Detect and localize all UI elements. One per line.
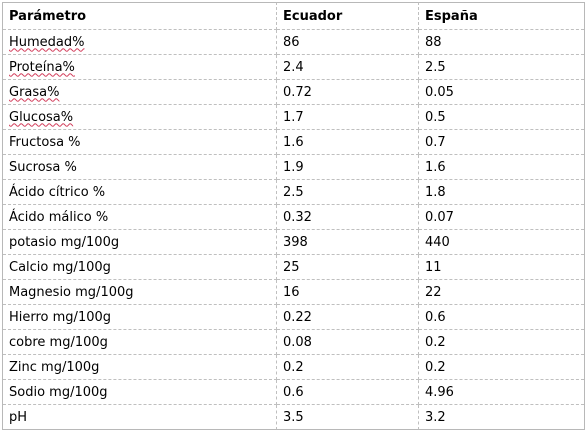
table-row: Calcio mg/100g 25 11 [3, 255, 584, 280]
cell-ecuador: 25 [277, 255, 419, 280]
parametro-label: Fructosa % [9, 134, 81, 150]
cell-ecuador: 398 [277, 230, 419, 255]
cell-espana: 4.96 [419, 380, 584, 405]
cell-espana: 0.2 [419, 355, 584, 380]
cell-espana: 0.07 [419, 205, 584, 230]
parameters-table: Parámetro Ecuador España Humedad% 86 88 Pro… [2, 2, 585, 430]
cell-espana: 440 [419, 230, 584, 255]
cell-ecuador: 0.08 [277, 330, 419, 355]
table-row: Humedad% 86 88 [3, 30, 584, 55]
cell-ecuador: 0.2 [277, 355, 419, 380]
parametro-label: Grasa% [9, 84, 60, 100]
cell-espana: 0.7 [419, 130, 584, 155]
cell-espana: 11 [419, 255, 584, 280]
table-row: Sodio mg/100g 0.6 4.96 [3, 380, 584, 405]
cell-parametro: Ácido cítrico % [3, 180, 277, 205]
header-ecuador: Ecuador [277, 2, 419, 30]
parametro-label: Humedad% [9, 34, 85, 50]
table-row: cobre mg/100g 0.08 0.2 [3, 330, 584, 355]
parametro-label: Sucrosa % [9, 159, 77, 175]
parametro-label: Sodio mg/100g [9, 384, 108, 400]
cell-parametro: cobre mg/100g [3, 330, 277, 355]
cell-parametro: Sucrosa % [3, 155, 277, 180]
parametro-label: Hierro mg/100g [9, 309, 112, 325]
parametro-label: Glucosa% [9, 109, 74, 125]
table-row: Proteína% 2.4 2.5 [3, 55, 584, 80]
cell-parametro: Magnesio mg/100g [3, 280, 277, 305]
header-parametro: Parámetro [3, 2, 277, 30]
cell-parametro: Sodio mg/100g [3, 380, 277, 405]
cell-parametro: Fructosa % [3, 130, 277, 155]
cell-ecuador: 0.72 [277, 80, 419, 105]
cell-ecuador: 0.32 [277, 205, 419, 230]
table-row: Magnesio mg/100g 16 22 [3, 280, 584, 305]
cell-espana: 0.2 [419, 330, 584, 355]
table-row: potasio mg/100g 398 440 [3, 230, 584, 255]
table-header-row: Parámetro Ecuador España [3, 2, 584, 30]
cell-parametro: pH [3, 405, 277, 430]
cell-espana: 2.5 [419, 55, 584, 80]
cell-espana: 3.2 [419, 405, 584, 430]
table-row: Sucrosa % 1.9 1.6 [3, 155, 584, 180]
table-row: Hierro mg/100g 0.22 0.6 [3, 305, 584, 330]
cell-ecuador: 2.4 [277, 55, 419, 80]
table-row: Grasa% 0.72 0.05 [3, 80, 584, 105]
cell-ecuador: 16 [277, 280, 419, 305]
cell-espana: 88 [419, 30, 584, 55]
table-row: pH 3.5 3.2 [3, 405, 584, 430]
parametro-label: pH [9, 409, 28, 425]
cell-parametro: Proteína% [3, 55, 277, 80]
cell-parametro: Hierro mg/100g [3, 305, 277, 330]
cell-espana: 0.5 [419, 105, 584, 130]
table-body: Humedad% 86 88 Proteína% 2.4 2.5 Grasa% 0.72 0.0… [3, 30, 584, 430]
cell-parametro: Humedad% [3, 30, 277, 55]
parametro-label: Ácido málico % [9, 209, 109, 225]
cell-parametro: Ácido málico % [3, 205, 277, 230]
cell-ecuador: 0.6 [277, 380, 419, 405]
parametro-label: Zinc mg/100g [9, 359, 100, 375]
cell-ecuador: 1.6 [277, 130, 419, 155]
cell-parametro: Grasa% [3, 80, 277, 105]
cell-espana: 0.6 [419, 305, 584, 330]
cell-ecuador: 86 [277, 30, 419, 55]
parametro-label: cobre mg/100g [9, 334, 108, 350]
cell-parametro: Zinc mg/100g [3, 355, 277, 380]
table-row: Glucosa% 1.7 0.5 [3, 105, 584, 130]
cell-parametro: Calcio mg/100g [3, 255, 277, 280]
parametro-label: potasio mg/100g [9, 234, 120, 250]
table-row: Zinc mg/100g 0.2 0.2 [3, 355, 584, 380]
cell-espana: 1.6 [419, 155, 584, 180]
cell-espana: 0.05 [419, 80, 584, 105]
cell-ecuador: 1.9 [277, 155, 419, 180]
cell-espana: 22 [419, 280, 584, 305]
table-row: Ácido cítrico % 2.5 1.8 [3, 180, 584, 205]
cell-ecuador: 2.5 [277, 180, 419, 205]
cell-ecuador: 1.7 [277, 105, 419, 130]
header-espana: España [419, 2, 584, 30]
parametro-label: Calcio mg/100g [9, 259, 111, 275]
parametro-label: Proteína% [9, 59, 75, 75]
parametro-label: Magnesio mg/100g [9, 284, 134, 300]
cell-ecuador: 3.5 [277, 405, 419, 430]
cell-parametro: potasio mg/100g [3, 230, 277, 255]
cell-parametro: Glucosa% [3, 105, 277, 130]
parametro-label: Ácido cítrico % [9, 184, 106, 200]
cell-ecuador: 0.22 [277, 305, 419, 330]
cell-espana: 1.8 [419, 180, 584, 205]
table-row: Ácido málico % 0.32 0.07 [3, 205, 584, 230]
table-row: Fructosa % 1.6 0.7 [3, 130, 584, 155]
